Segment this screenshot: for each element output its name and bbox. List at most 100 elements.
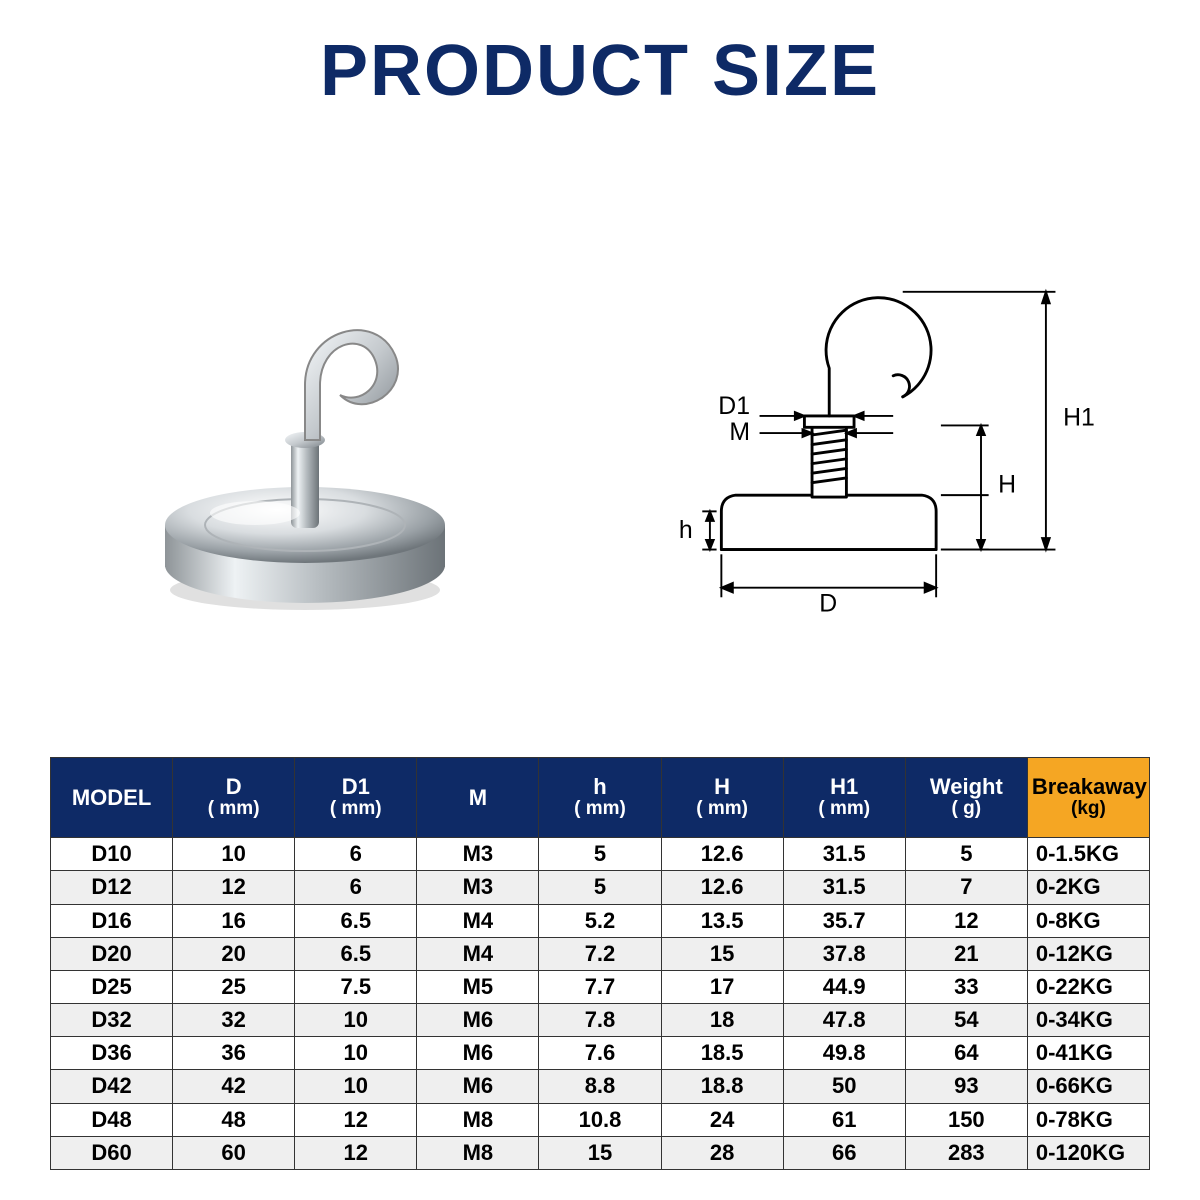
table-row: D606012M81528662830-120KG	[51, 1136, 1150, 1169]
table-cell: 6.5	[295, 937, 417, 970]
table-cell: M5	[417, 970, 539, 1003]
table-cell: M8	[417, 1103, 539, 1136]
table-cell: 12	[295, 1136, 417, 1169]
table-cell: 18.5	[661, 1037, 783, 1070]
col-header: H( mm)	[661, 758, 783, 838]
table-cell: D36	[51, 1037, 173, 1070]
table-cell: 0-1.5KG	[1027, 838, 1149, 871]
table-cell: 5.2	[539, 904, 661, 937]
table-cell: 7.6	[539, 1037, 661, 1070]
diagram-label-H: H	[998, 471, 1016, 498]
table-cell: 0-66KG	[1027, 1070, 1149, 1103]
table-cell: 10	[295, 1037, 417, 1070]
table-cell: 283	[905, 1136, 1027, 1169]
col-header: Weight( g)	[905, 758, 1027, 838]
diagram-label-D: D	[819, 590, 837, 617]
table-cell: 0-78KG	[1027, 1103, 1149, 1136]
table-cell: D10	[51, 838, 173, 871]
table-cell: 33	[905, 970, 1027, 1003]
table-body: D10106M3512.631.550-1.5KGD12126M3512.631…	[51, 838, 1150, 1170]
table-cell: 47.8	[783, 1004, 905, 1037]
diagram-label-h: h	[679, 517, 693, 544]
table-cell: M3	[417, 871, 539, 904]
table-cell: M6	[417, 1037, 539, 1070]
table-cell: 18.8	[661, 1070, 783, 1103]
table-cell: 28	[661, 1136, 783, 1169]
table-cell: 54	[905, 1004, 1027, 1037]
table-row: D16166.5M45.213.535.7120-8KG	[51, 904, 1150, 937]
table-cell: 10	[295, 1070, 417, 1103]
table-cell: 7	[905, 871, 1027, 904]
table-cell: 20	[173, 937, 295, 970]
images-row: D D1 M h H H1	[50, 142, 1150, 727]
product-size-page: PRODUCT SIZE	[0, 0, 1200, 1200]
col-header: H1( mm)	[783, 758, 905, 838]
table-row: D323210M67.81847.8540-34KG	[51, 1004, 1150, 1037]
table-cell: 48	[173, 1103, 295, 1136]
table-cell: 0-41KG	[1027, 1037, 1149, 1070]
table-cell: 50	[783, 1070, 905, 1103]
table-cell: 0-12KG	[1027, 937, 1149, 970]
col-header: M	[417, 758, 539, 838]
table-row: D12126M3512.631.570-2KG	[51, 871, 1150, 904]
table-cell: 10	[173, 838, 295, 871]
table-cell: M6	[417, 1070, 539, 1103]
diagram-label-D1: D1	[718, 393, 750, 420]
product-photo	[95, 225, 515, 645]
table-cell: D25	[51, 970, 173, 1003]
spec-table: MODELD( mm)D1( mm)Mh( mm)H( mm)H1( mm)We…	[50, 757, 1150, 1170]
table-cell: 35.7	[783, 904, 905, 937]
table-cell: 0-2KG	[1027, 871, 1149, 904]
page-title: PRODUCT SIZE	[50, 30, 1150, 112]
table-cell: 5	[539, 871, 661, 904]
col-header: Breakaway(kg)	[1027, 758, 1149, 838]
table-cell: 0-8KG	[1027, 904, 1149, 937]
table-cell: 15	[661, 937, 783, 970]
table-cell: 15	[539, 1136, 661, 1169]
table-cell: 7.7	[539, 970, 661, 1003]
table-cell: 12.6	[661, 838, 783, 871]
table-cell: 7.8	[539, 1004, 661, 1037]
table-cell: 31.5	[783, 871, 905, 904]
table-cell: 31.5	[783, 838, 905, 871]
table-cell: M8	[417, 1136, 539, 1169]
diagram-label-M: M	[729, 418, 750, 445]
col-header: D( mm)	[173, 758, 295, 838]
table-cell: 10	[295, 1004, 417, 1037]
table-cell: 37.8	[783, 937, 905, 970]
table-row: D20206.5M47.21537.8210-12KG	[51, 937, 1150, 970]
table-cell: 18	[661, 1004, 783, 1037]
table-cell: 12.6	[661, 871, 783, 904]
table-cell: 64	[905, 1037, 1027, 1070]
table-cell: 21	[905, 937, 1027, 970]
diagram-label-H1: H1	[1063, 404, 1095, 431]
table-cell: 5	[539, 838, 661, 871]
table-row: D25257.5M57.71744.9330-22KG	[51, 970, 1150, 1003]
table-cell: D42	[51, 1070, 173, 1103]
table-row: D10106M3512.631.550-1.5KG	[51, 838, 1150, 871]
table-header: MODELD( mm)D1( mm)Mh( mm)H( mm)H1( mm)We…	[51, 758, 1150, 838]
table-cell: 12	[173, 871, 295, 904]
table-cell: 6.5	[295, 904, 417, 937]
table-cell: 7.2	[539, 937, 661, 970]
table-cell: 150	[905, 1103, 1027, 1136]
table-cell: 93	[905, 1070, 1027, 1103]
table-cell: 0-22KG	[1027, 970, 1149, 1003]
table-cell: 12	[295, 1103, 417, 1136]
table-cell: 17	[661, 970, 783, 1003]
table-cell: 60	[173, 1136, 295, 1169]
table-cell: 7.5	[295, 970, 417, 1003]
table-cell: 42	[173, 1070, 295, 1103]
table-cell: D32	[51, 1004, 173, 1037]
table-row: D363610M67.618.549.8640-41KG	[51, 1037, 1150, 1070]
table-cell: D60	[51, 1136, 173, 1169]
col-header: MODEL	[51, 758, 173, 838]
table-cell: 61	[783, 1103, 905, 1136]
table-cell: 36	[173, 1037, 295, 1070]
table-cell: 10.8	[539, 1103, 661, 1136]
table-cell: 6	[295, 871, 417, 904]
table-cell: M3	[417, 838, 539, 871]
table-cell: 49.8	[783, 1037, 905, 1070]
table-cell: 0-34KG	[1027, 1004, 1149, 1037]
table-cell: 25	[173, 970, 295, 1003]
